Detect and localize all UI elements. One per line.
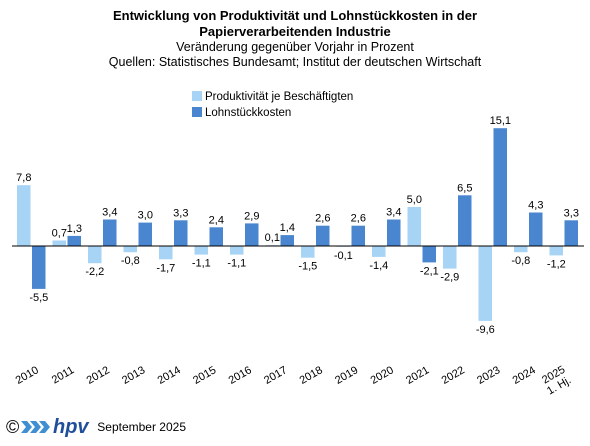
data-label-productivity-11: 5,0 [407, 194, 422, 206]
bar-labor-cost-7 [280, 235, 294, 246]
bar-productivity-12 [443, 246, 457, 269]
data-label-productivity-9: -0,1 [334, 250, 353, 262]
bar-labor-cost-14 [529, 212, 543, 246]
bar-productivity-10 [372, 246, 386, 257]
legend: Produktivität je Beschäftigten Lohnstück… [192, 91, 353, 119]
data-label-productivity-7: 0,1 [265, 232, 280, 244]
data-label-productivity-13: -9,6 [476, 324, 495, 336]
data-label-productivity-8: -1,5 [298, 261, 317, 273]
bar-labor-cost-12 [458, 195, 472, 246]
chart-header: Entwicklung von Produktivität und Lohnst… [0, 8, 590, 70]
chart-subtitle: Veränderung gegenüber Vorjahr in Prozent [176, 40, 414, 54]
data-label-labor-cost-13: 15,1 [490, 115, 511, 127]
bar-productivity-14 [514, 246, 528, 253]
data-label-labor-cost-4: 3,3 [173, 207, 188, 219]
data-label-labor-cost-7: 1,4 [280, 222, 295, 234]
x-tick-label-7: 2017 [262, 364, 289, 387]
x-tick-label-3: 2013 [120, 364, 147, 387]
x-tick-label-14: 2024 [511, 364, 538, 387]
x-tick-label-12: 2022 [440, 364, 467, 387]
hpv-logo-text: hpv [53, 416, 90, 438]
footer: © hpv September 2025 [6, 416, 186, 438]
chart-title-line2: Papierverarbeitenden Industrie [199, 24, 391, 39]
data-label-productivity-12: -2,9 [440, 272, 459, 284]
data-label-labor-cost-2: 3,4 [102, 207, 117, 219]
data-label-labor-cost-8: 2,6 [315, 213, 330, 225]
bars-layer: 7,8 -5,5 0,7 1,3 -2,2 3,4 -0,8 3,0 -1,7 3,3 -1,1 2,… [16, 115, 579, 336]
data-label-labor-cost-12: 6,5 [457, 182, 472, 194]
data-label-labor-cost-9: 2,6 [351, 213, 366, 225]
data-label-productivity-0: 7,8 [16, 172, 31, 184]
x-tick-label-15: 1. Hj.2025 [539, 364, 573, 398]
bar-productivity-6 [230, 246, 244, 255]
bar-productivity-4 [159, 246, 173, 260]
x-tick-label-6: 2016 [227, 364, 254, 387]
bar-labor-cost-5 [209, 227, 223, 246]
data-label-labor-cost-3: 3,0 [138, 210, 153, 222]
x-tick-label-0: 2010 [14, 364, 41, 387]
x-tick-label-2: 2012 [85, 364, 112, 387]
data-label-productivity-4: -1,7 [156, 262, 175, 274]
bar-productivity-8 [301, 246, 315, 258]
bar-labor-cost-6 [245, 223, 259, 246]
data-label-labor-cost-1: 1,3 [67, 223, 82, 235]
legend-label-labor-cost: Lohnstückkosten [205, 107, 291, 119]
bar-productivity-0 [17, 185, 31, 246]
bar-labor-cost-0 [32, 246, 46, 289]
legend-swatch-productivity [192, 91, 202, 101]
data-label-productivity-14: -0,8 [511, 255, 530, 267]
bar-productivity-2 [88, 246, 102, 264]
bar-labor-cost-11 [422, 246, 436, 263]
bar-labor-cost-4 [174, 220, 188, 246]
x-tick-label-5: 2015 [191, 364, 218, 387]
data-label-productivity-3: -0,8 [121, 255, 140, 267]
bar-labor-cost-1 [67, 235, 81, 246]
x-tick-label-11: 2021 [404, 364, 431, 387]
legend-swatch-labor-cost [192, 107, 202, 117]
bar-productivity-11 [407, 207, 421, 246]
data-label-productivity-15: -1,2 [547, 258, 566, 270]
x-tick-label-10: 2020 [369, 364, 396, 387]
x-tick-label-13: 2023 [475, 364, 502, 387]
chart-sources: Quellen: Statistisches Bundesamt; Instit… [108, 55, 482, 69]
x-tick-labels: 2010 2011 2012 2013 2014 2015 2016 2017 2018 2019… [14, 364, 574, 398]
chevrons-logo-icon [21, 421, 51, 433]
bar-labor-cost-2 [103, 219, 117, 246]
data-label-labor-cost-14: 4,3 [528, 200, 543, 212]
bar-productivity-13 [478, 246, 492, 321]
bar-labor-cost-15 [564, 220, 578, 246]
data-label-labor-cost-5: 2,4 [209, 214, 224, 226]
bar-productivity-1 [52, 240, 66, 246]
x-tick-label-9: 2019 [333, 364, 360, 387]
data-label-productivity-10: -1,4 [369, 260, 388, 272]
data-label-productivity-5: -1,1 [192, 258, 211, 270]
bar-labor-cost-8 [316, 225, 330, 246]
copyright-symbol: © [6, 417, 20, 437]
data-label-productivity-2: -2,2 [85, 266, 104, 278]
x-tick-label-4: 2014 [156, 364, 183, 387]
data-label-labor-cost-6: 2,9 [244, 210, 259, 222]
data-label-labor-cost-15: 3,3 [564, 207, 579, 219]
data-label-labor-cost-11: -2,1 [420, 265, 439, 277]
data-label-productivity-6: -1,1 [227, 258, 246, 270]
bar-productivity-3 [123, 246, 137, 253]
data-label-labor-cost-10: 3,4 [386, 207, 401, 219]
x-tick-label-1: 2011 [50, 364, 76, 386]
bar-labor-cost-3 [138, 222, 152, 246]
legend-label-productivity: Produktivität je Beschäftigten [205, 91, 353, 103]
x-tick-label-8: 2018 [298, 364, 325, 387]
bar-productivity-15 [549, 246, 563, 256]
chart-title-line1: Entwicklung von Produktivität und Lohnst… [112, 8, 478, 23]
bar-labor-cost-10 [387, 219, 401, 246]
bar-labor-cost-13 [493, 128, 507, 246]
hpv-logo: hpv [53, 416, 90, 438]
publication-date: September 2025 [97, 420, 186, 434]
data-label-productivity-1: 0,7 [52, 228, 67, 240]
data-label-labor-cost-0: -5,5 [29, 292, 48, 304]
bar-labor-cost-9 [351, 225, 365, 246]
bar-productivity-5 [194, 246, 208, 255]
